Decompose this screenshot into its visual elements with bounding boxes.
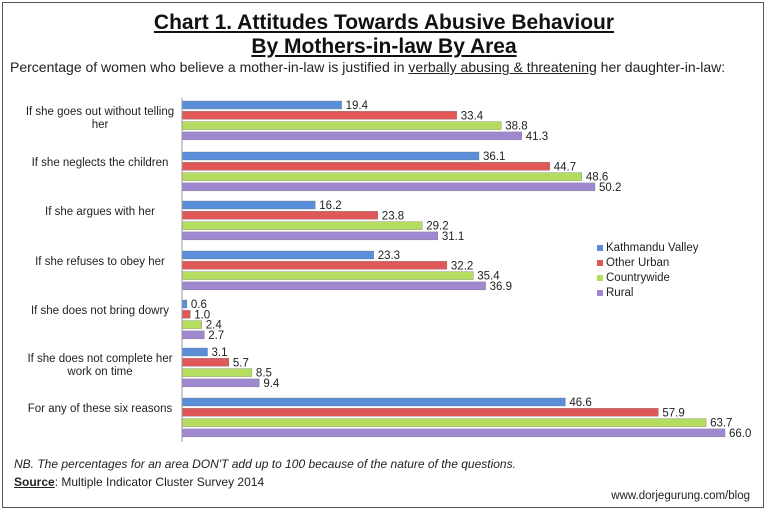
category-label: If she neglects the children xyxy=(31,157,169,169)
data-label: 35.4 xyxy=(477,271,500,283)
footnote: NB. The percentages for an area DON'T ad… xyxy=(14,457,516,471)
bar-other-urban xyxy=(181,261,448,270)
data-label: 0.6 xyxy=(191,299,207,311)
data-label: 50.2 xyxy=(599,182,621,194)
bar-countrywide xyxy=(181,320,202,329)
data-label: 41.3 xyxy=(526,131,548,143)
bar-rural xyxy=(181,330,205,340)
bar-other-urban xyxy=(181,358,230,367)
legend-label: Rural xyxy=(606,286,634,299)
data-label: 63.7 xyxy=(710,418,732,430)
data-label: 36.9 xyxy=(490,281,512,293)
data-label: 48.6 xyxy=(586,172,608,184)
bar-rural xyxy=(181,182,596,192)
legend-item: Other Urban xyxy=(597,255,698,270)
data-label: 19.4 xyxy=(346,100,369,112)
bar-rural xyxy=(181,378,260,388)
bar-countrywide xyxy=(181,418,707,427)
data-label: 8.5 xyxy=(256,368,272,380)
bar-countrywide xyxy=(181,221,423,230)
bar-rural xyxy=(181,131,522,141)
category-label: If she goes out without telling her xyxy=(25,106,175,131)
data-label: 38.8 xyxy=(505,121,527,133)
data-label: 44.7 xyxy=(554,161,576,173)
category-label: If she does not complete her work on tim… xyxy=(27,353,173,378)
legend: Kathmandu Valley Other Urban Countrywide Ru… xyxy=(597,240,698,300)
bar-rural xyxy=(181,281,486,291)
data-label: 23.8 xyxy=(382,210,404,222)
data-label: 46.6 xyxy=(569,397,591,409)
chart-title-line-2: By Mothers-in-law By Area xyxy=(251,35,517,58)
data-label: 66.0 xyxy=(729,428,751,440)
category-label: If she refuses to obey her xyxy=(35,256,165,268)
bar-kathmandu-valley xyxy=(181,250,374,260)
data-label: 16.2 xyxy=(319,200,341,212)
category-label: For any of these six reasons xyxy=(27,403,173,415)
legend-item: Rural xyxy=(597,285,698,300)
chart-subtitle: Percentage of women who believe a mother… xyxy=(10,59,726,75)
bar-kathmandu-valley xyxy=(181,151,480,161)
data-label: 5.7 xyxy=(233,357,249,369)
bar-kathmandu-valley xyxy=(181,100,342,110)
legend-swatch xyxy=(597,259,603,266)
data-label: 3.1 xyxy=(212,347,228,359)
legend-item: Kathmandu Valley xyxy=(597,240,698,255)
bar-countrywide xyxy=(181,271,474,280)
data-label: 23.3 xyxy=(378,250,400,262)
bar-countrywide xyxy=(181,172,582,181)
data-label: 36.1 xyxy=(483,151,505,163)
data-label: 29.2 xyxy=(426,221,448,233)
legend-swatch xyxy=(597,244,603,251)
category-label: If she does not bring dowry xyxy=(30,305,170,317)
legend-swatch xyxy=(597,274,603,281)
category-label: If she argues with her xyxy=(45,206,155,218)
bar-kathmandu-valley xyxy=(181,200,316,210)
bar-other-urban xyxy=(181,162,550,171)
data-label: 32.2 xyxy=(451,260,473,272)
bar-other-urban xyxy=(181,211,378,220)
bar-kathmandu-valley xyxy=(181,397,566,407)
bar-countrywide xyxy=(181,368,253,377)
chart-title-line-1: Chart 1. Attitudes Towards Abusive Behav… xyxy=(153,11,615,34)
data-label: 2.4 xyxy=(206,320,223,332)
bar-other-urban xyxy=(181,408,659,417)
source-line: Source: Multiple Indicator Cluster Surve… xyxy=(14,475,265,489)
data-label: 9.4 xyxy=(263,378,280,390)
bar-rural xyxy=(181,231,439,241)
data-label: 33.4 xyxy=(461,110,484,122)
bar-kathmandu-valley xyxy=(181,347,208,357)
legend-label: Countrywide xyxy=(606,271,670,284)
bar-other-urban xyxy=(181,310,191,319)
legend-swatch xyxy=(597,289,603,296)
bar-other-urban xyxy=(181,111,457,120)
data-label: 2.7 xyxy=(208,330,224,342)
website-url: www.dorjegurung.com/blog xyxy=(611,490,750,502)
legend-item: Countrywide xyxy=(597,270,698,285)
data-label: 1.0 xyxy=(194,309,210,321)
bar-countrywide xyxy=(181,121,502,130)
bar-rural xyxy=(181,428,726,438)
data-label: 57.9 xyxy=(662,407,684,419)
legend-label: Other Urban xyxy=(606,256,670,269)
bar-kathmandu-valley xyxy=(181,299,188,309)
legend-label: Kathmandu Valley xyxy=(606,241,699,254)
data-label: 31.1 xyxy=(442,231,464,243)
